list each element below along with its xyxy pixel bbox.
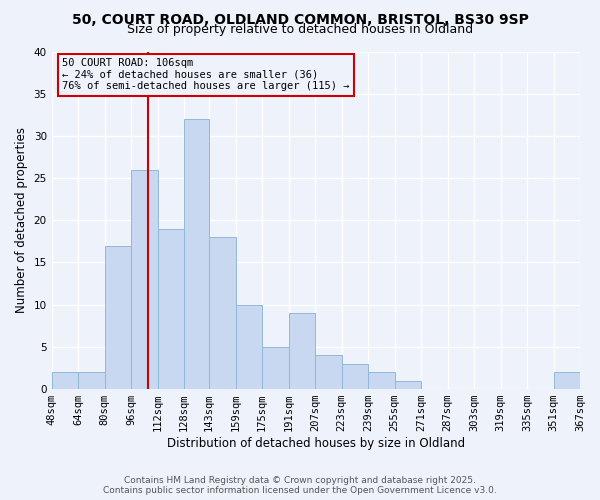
Bar	[554, 372, 580, 389]
Bar	[289, 313, 315, 389]
Bar	[78, 372, 104, 389]
Bar	[131, 170, 158, 389]
Bar	[395, 380, 421, 389]
Bar	[158, 228, 184, 389]
Bar	[341, 364, 368, 389]
Text: Contains HM Land Registry data © Crown copyright and database right 2025.
Contai: Contains HM Land Registry data © Crown c…	[103, 476, 497, 495]
Text: 50, COURT ROAD, OLDLAND COMMON, BRISTOL, BS30 9SP: 50, COURT ROAD, OLDLAND COMMON, BRISTOL,…	[71, 12, 529, 26]
Bar	[209, 237, 236, 389]
Bar	[104, 246, 131, 389]
Bar	[52, 372, 78, 389]
Text: Size of property relative to detached houses in Oldland: Size of property relative to detached ho…	[127, 24, 473, 36]
Bar	[262, 347, 289, 389]
Text: 50 COURT ROAD: 106sqm
← 24% of detached houses are smaller (36)
76% of semi-deta: 50 COURT ROAD: 106sqm ← 24% of detached …	[62, 58, 350, 92]
Bar	[236, 304, 262, 389]
Y-axis label: Number of detached properties: Number of detached properties	[15, 128, 28, 314]
Bar	[315, 356, 341, 389]
X-axis label: Distribution of detached houses by size in Oldland: Distribution of detached houses by size …	[167, 437, 465, 450]
Bar	[184, 119, 209, 389]
Bar	[368, 372, 395, 389]
